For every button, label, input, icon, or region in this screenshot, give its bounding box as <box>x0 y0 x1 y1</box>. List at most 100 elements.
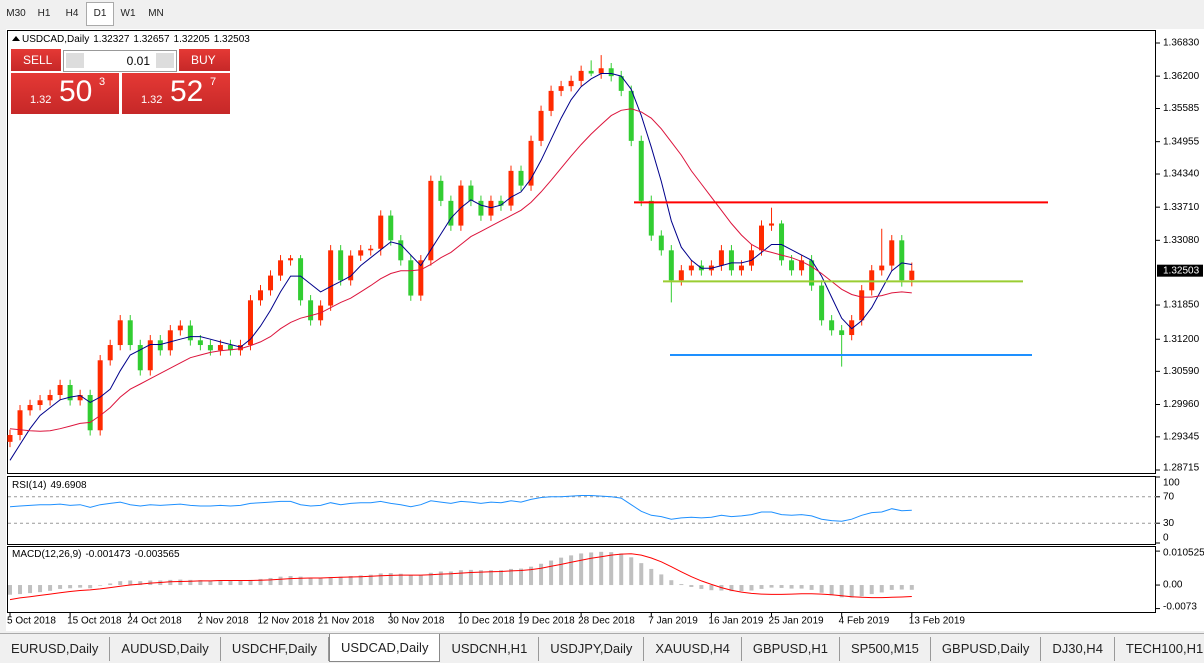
timeframe-toolbar: M30 H1 H4 D1 W1 MN <box>2 2 170 26</box>
chart-tab[interactable]: USDCNH,H1 <box>440 637 540 661</box>
sell-pips: 50 <box>59 75 93 108</box>
timeframe-button[interactable]: MN <box>148 8 164 19</box>
macd-bar <box>488 570 493 586</box>
macd-bar <box>669 580 674 586</box>
chart-tab[interactable]: SP500,M15 <box>840 637 931 661</box>
macd-bar <box>879 585 884 593</box>
y-tick-label: 1.29345 <box>1163 431 1200 442</box>
macd-bar <box>38 585 43 593</box>
candle-body <box>538 110 544 141</box>
candle-body <box>308 300 314 321</box>
timeframe-button[interactable]: M30 <box>6 8 26 19</box>
candle-body <box>117 320 123 346</box>
moving-average <box>9 108 912 432</box>
buy-button[interactable]: BUY <box>179 49 230 71</box>
x-tick-label: 12 Nov 2018 <box>258 616 315 627</box>
macd-bar <box>599 551 604 586</box>
lot-up[interactable] <box>156 53 174 68</box>
candle-body <box>568 80 574 87</box>
candle-body <box>628 90 634 141</box>
pane-header: MACD(12,26,9) -0.001473 -0.003565 <box>12 549 180 560</box>
collapse-icon[interactable] <box>12 36 20 41</box>
macd-bar <box>519 568 524 586</box>
candle-body <box>247 300 253 346</box>
x-tick-label: 7 Jan 2019 <box>648 616 698 627</box>
y-tick-label: -0.0073 <box>1163 602 1197 613</box>
macd-bar <box>168 579 173 586</box>
macd-bar <box>218 580 223 586</box>
sell-big: 1.32 <box>30 94 52 106</box>
candle-body <box>167 330 173 351</box>
one-click-trading: SELL 0.01 BUY 1.32 50 3 1.32 52 7 <box>11 49 230 114</box>
macd-bar <box>679 584 684 586</box>
pane-header: USDCAD,Daily 1.32327 1.32657 1.32205 1.32503 <box>22 34 250 45</box>
candle-body <box>638 140 644 201</box>
lot-down[interactable] <box>66 53 84 68</box>
macd-pane <box>7 546 1156 613</box>
x-tick-label: 15 Oct 2018 <box>67 616 122 627</box>
macd-bar <box>348 576 353 586</box>
macd-bar <box>418 575 423 586</box>
macd-bar <box>58 585 63 589</box>
candle-body <box>87 395 93 431</box>
chart-tab[interactable]: USDCHF,Daily <box>221 637 330 661</box>
signal-line <box>9 553 912 601</box>
candle-body <box>859 290 865 321</box>
sell-price[interactable]: 1.32 50 3 <box>11 73 119 114</box>
timeframe-button[interactable]: D1 <box>86 2 114 26</box>
macd-bar <box>809 585 814 590</box>
chart-tab[interactable]: XAUUSD,H4 <box>644 637 742 661</box>
macd-bar <box>899 585 904 590</box>
chart-tab[interactable]: GBPUSD,H1 <box>742 637 840 661</box>
chart-tab[interactable]: DJ30,H4 <box>1041 637 1115 661</box>
header-value: 1.32657 <box>133 34 170 45</box>
timeframe-button[interactable]: H1 <box>37 8 51 19</box>
candle-body <box>7 435 13 442</box>
candle-body <box>528 140 534 186</box>
header-value: 1.32205 <box>174 34 211 45</box>
candle-body <box>718 250 724 266</box>
y-tick-label: 1.36830 <box>1163 38 1200 49</box>
macd-bar <box>539 563 544 586</box>
chart-tab[interactable]: GBPUSD,Daily <box>931 637 1042 661</box>
current-price: 1.32503 <box>1163 265 1200 276</box>
candle-body <box>508 170 514 206</box>
candle-body <box>67 385 73 401</box>
macd-bar <box>268 577 273 586</box>
candle-body <box>27 405 33 411</box>
macd-bar <box>509 568 513 586</box>
sell-button[interactable]: SELL <box>11 49 61 71</box>
candle-body <box>839 330 845 336</box>
lot-box[interactable]: 0.01 <box>63 50 177 72</box>
candle-body <box>37 400 43 406</box>
chart-tab[interactable]: USDCAD,Daily <box>329 634 441 662</box>
macd-bar <box>428 572 433 586</box>
macd-bar <box>529 566 534 586</box>
timeframe-button[interactable]: H4 <box>65 8 79 19</box>
header-value: 1.32327 <box>93 34 130 45</box>
header-value: 1.32503 <box>214 34 251 45</box>
chart-tab[interactable]: AUDUSD,Daily <box>110 637 221 661</box>
candle-body <box>288 258 294 261</box>
macd-bar <box>749 585 754 591</box>
macd-bar <box>328 576 333 586</box>
macd-bar <box>188 579 193 586</box>
candle-body <box>879 265 885 271</box>
macd-bar <box>278 576 283 586</box>
chart-tab[interactable]: USDJPY,Daily <box>539 637 645 661</box>
candle-body <box>458 185 464 226</box>
y-tick-label: 1.30590 <box>1163 366 1200 377</box>
macd-bar <box>128 580 133 586</box>
candle-body <box>678 270 684 281</box>
moving-average <box>9 73 912 461</box>
candle-body <box>728 250 734 271</box>
chart-tab[interactable]: EURUSD,Daily <box>0 637 111 661</box>
timeframe-button[interactable]: W1 <box>120 8 136 19</box>
chart-background <box>6 29 1204 631</box>
buy-price[interactable]: 1.32 52 7 <box>122 73 230 114</box>
candle-body <box>278 260 284 276</box>
macd-bar <box>78 585 83 588</box>
buy-big: 1.32 <box>141 94 163 106</box>
x-tick-label: 28 Dec 2018 <box>578 616 635 627</box>
chart-tab[interactable]: TECH100,H1 <box>1115 637 1204 661</box>
